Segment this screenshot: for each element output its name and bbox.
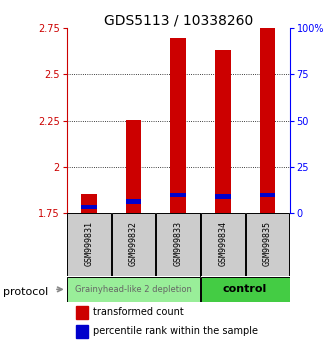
Text: percentile rank within the sample: percentile rank within the sample <box>93 326 258 336</box>
FancyBboxPatch shape <box>200 277 290 302</box>
FancyBboxPatch shape <box>67 213 111 276</box>
Text: GSM999833: GSM999833 <box>173 221 183 266</box>
Text: protocol: protocol <box>3 287 49 297</box>
Text: Grainyhead-like 2 depletion: Grainyhead-like 2 depletion <box>75 285 192 294</box>
Bar <box>76 325 88 338</box>
Bar <box>260 28 275 213</box>
FancyBboxPatch shape <box>67 277 200 302</box>
Bar <box>170 193 186 197</box>
Text: GSM999835: GSM999835 <box>263 221 272 266</box>
Bar <box>126 199 141 204</box>
Bar <box>81 194 97 213</box>
Bar <box>215 50 230 213</box>
Text: GSM999832: GSM999832 <box>129 221 138 266</box>
FancyBboxPatch shape <box>245 213 289 276</box>
FancyBboxPatch shape <box>201 213 245 276</box>
Bar <box>260 193 275 197</box>
Bar <box>76 306 88 319</box>
Bar <box>126 120 141 213</box>
Bar <box>81 205 97 209</box>
Bar <box>215 194 230 199</box>
Text: transformed count: transformed count <box>93 308 184 318</box>
Text: control: control <box>223 284 267 295</box>
Text: GSM999834: GSM999834 <box>218 221 227 266</box>
FancyBboxPatch shape <box>112 213 156 276</box>
FancyBboxPatch shape <box>156 213 200 276</box>
Text: GSM999831: GSM999831 <box>84 221 94 266</box>
Bar <box>170 39 186 213</box>
Title: GDS5113 / 10338260: GDS5113 / 10338260 <box>104 13 253 27</box>
